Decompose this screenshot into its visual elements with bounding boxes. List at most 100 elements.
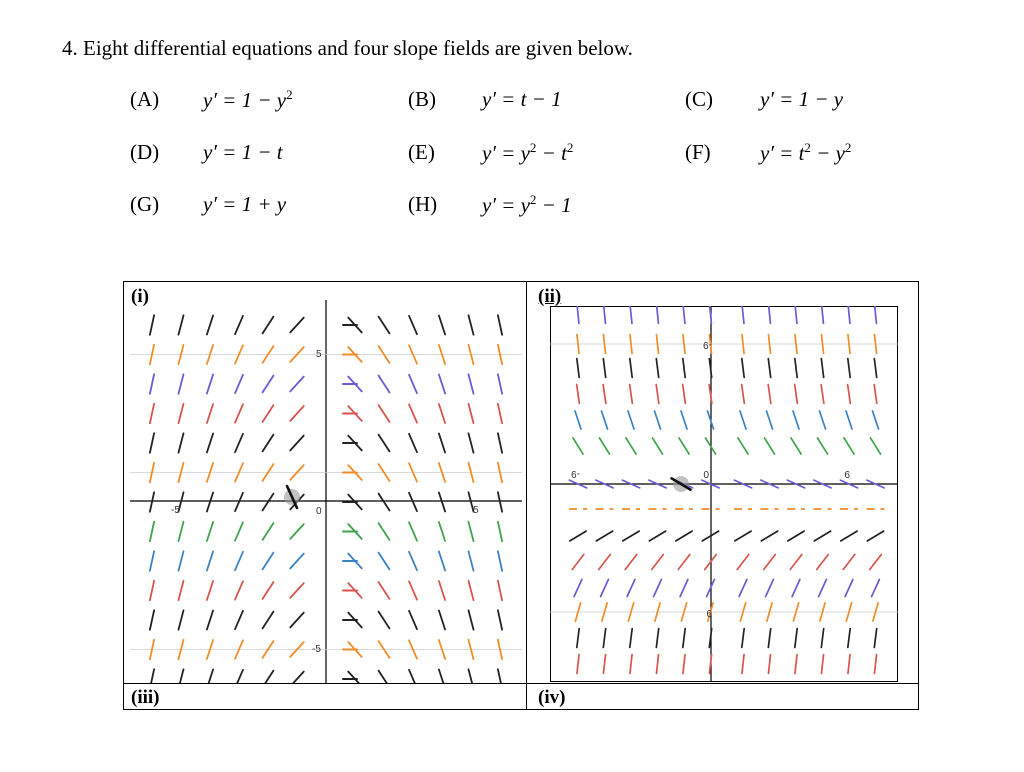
slope-segment — [496, 491, 504, 513]
slope-segment — [873, 653, 878, 675]
slope-segment — [846, 357, 852, 379]
slope-segment — [653, 410, 662, 430]
slope-segment — [438, 373, 446, 395]
slope-segment — [408, 314, 418, 336]
slope-segment — [234, 314, 244, 336]
slope-segment — [206, 580, 214, 601]
slope-segment — [347, 523, 363, 540]
slope-segment — [347, 316, 363, 334]
slope-segment — [206, 344, 214, 365]
slope-segment — [599, 578, 610, 598]
slope-segment — [621, 479, 641, 489]
slope-segment — [793, 627, 799, 649]
slope-segment — [261, 404, 275, 423]
slope-segment — [738, 578, 748, 598]
slope-segment — [496, 638, 504, 661]
slope-segment — [790, 437, 802, 455]
slope-segment — [655, 357, 660, 379]
slope-segment — [234, 432, 244, 454]
slope-segment — [628, 627, 634, 649]
slope-segment — [234, 462, 244, 483]
slope-segment — [467, 432, 475, 454]
slope-segment — [289, 464, 305, 481]
slope-segment — [206, 432, 214, 454]
slope-segment — [177, 461, 185, 484]
slope-segment — [236, 668, 244, 683]
equation-formula: y′ = 1 − y2 — [203, 87, 293, 112]
slope-segment — [347, 552, 363, 570]
slope-segment — [148, 609, 156, 631]
slope-segment — [347, 611, 363, 629]
slope-segment — [870, 578, 881, 598]
slope-segment — [627, 602, 635, 622]
equation-formula: y′ = y2 − 1 — [482, 192, 572, 217]
slope-segment — [179, 668, 185, 683]
slope-segment — [708, 357, 713, 379]
slope-segment — [148, 638, 156, 661]
slope-segment — [496, 314, 504, 336]
slope-segment — [820, 627, 825, 649]
slope-segment — [467, 609, 475, 631]
slope-segment — [206, 373, 214, 395]
slope-segment — [377, 669, 388, 683]
table-divider-horizontal — [123, 683, 919, 684]
slope-segment — [812, 479, 833, 489]
slope-segment — [789, 553, 803, 571]
slope-segment — [575, 357, 581, 379]
equation-formula: y′ = 1 − y — [760, 87, 844, 111]
slope-segment — [408, 668, 416, 683]
slope-segment — [866, 530, 885, 542]
slope-segment — [763, 437, 776, 455]
slope-segment — [703, 553, 718, 571]
slope-segment — [845, 602, 853, 622]
equation-formula: y′ = y2 − t2 — [482, 140, 574, 165]
slope-segment — [347, 464, 363, 481]
slope-segment — [628, 357, 634, 379]
slope-segment — [813, 530, 832, 542]
slope-segment — [792, 410, 800, 430]
slope-segment — [408, 373, 418, 395]
slope-segment — [438, 491, 446, 513]
equation-formula: y′ = 1 + y — [203, 192, 287, 216]
slope-segment — [148, 461, 156, 484]
slope-segment — [234, 550, 244, 572]
slope-segment — [408, 580, 418, 601]
equation-letter: (H) — [408, 192, 438, 216]
slope-segment — [575, 627, 581, 649]
slope-segment — [793, 357, 799, 379]
slope-segment — [654, 602, 661, 622]
slope-segment — [467, 579, 475, 602]
slope-segment — [818, 410, 827, 430]
slope-segment — [846, 383, 852, 405]
slope-segment — [408, 432, 418, 454]
slope-segment — [467, 520, 475, 543]
slope-segment — [708, 627, 713, 649]
plot-frame — [550, 306, 898, 682]
slope-segment — [764, 578, 775, 598]
slope-segment — [292, 670, 305, 683]
slope-segment — [496, 579, 504, 602]
slope-segment — [844, 578, 854, 598]
slope-segment — [206, 314, 214, 336]
slope-segment — [820, 653, 825, 675]
slope-segment — [737, 437, 749, 455]
slope-segment — [843, 437, 855, 455]
slope-segment — [438, 462, 446, 483]
slope-segment — [377, 433, 391, 453]
slope-segment — [677, 553, 691, 571]
slope-segment — [148, 402, 156, 425]
slope-segment — [234, 491, 244, 513]
problem-statement: 4. Eight differential equations and four… — [62, 36, 633, 60]
slope-segment — [467, 373, 475, 395]
slope-segment — [648, 530, 667, 542]
slope-segment — [602, 333, 607, 355]
slope-segment — [655, 383, 660, 405]
slope-segment — [704, 437, 717, 455]
slope-segment — [467, 402, 475, 425]
slope-segment — [625, 437, 637, 455]
slope-segment — [177, 609, 185, 631]
slope-segment — [873, 333, 878, 355]
slope-segment — [496, 550, 504, 572]
slope-segment — [467, 461, 475, 484]
slope-segment — [794, 653, 798, 675]
